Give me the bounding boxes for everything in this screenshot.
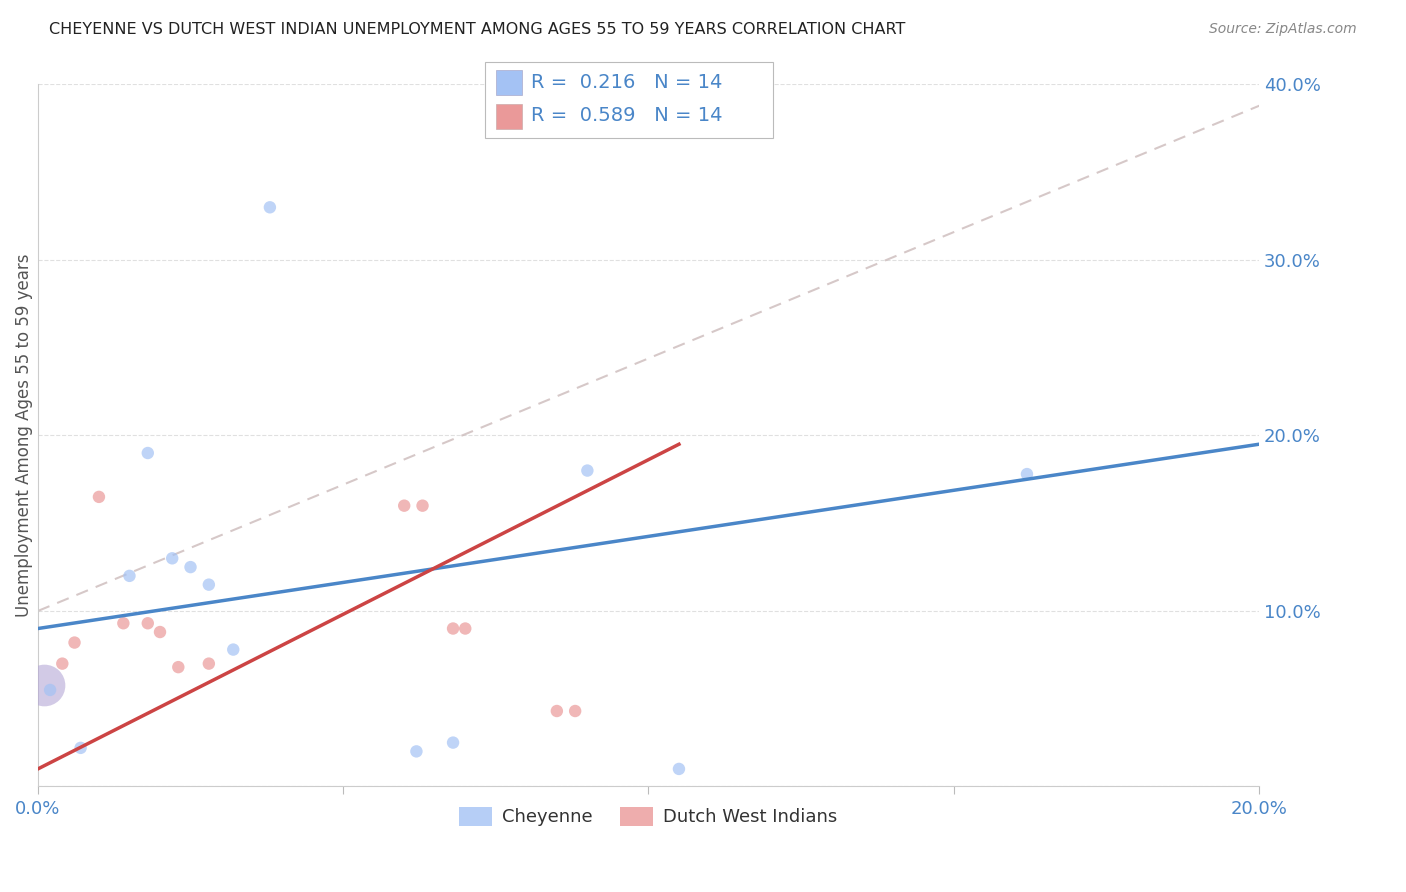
Point	[39, 682, 62, 697]
Point	[412, 499, 434, 513]
Point	[149, 625, 172, 640]
Point	[441, 622, 464, 636]
Point	[112, 616, 135, 631]
Point	[136, 616, 159, 631]
Y-axis label: Unemployment Among Ages 55 to 59 years: Unemployment Among Ages 55 to 59 years	[15, 253, 32, 617]
Point	[136, 446, 159, 460]
Point	[51, 657, 73, 671]
Point	[167, 660, 190, 674]
Text: R =  0.589   N = 14: R = 0.589 N = 14	[531, 106, 723, 125]
Point	[392, 499, 415, 513]
Point	[222, 642, 245, 657]
Point	[454, 622, 477, 636]
Text: Source: ZipAtlas.com: Source: ZipAtlas.com	[1209, 22, 1357, 37]
Point	[118, 569, 141, 583]
Point	[259, 200, 281, 214]
Point	[441, 736, 464, 750]
Text: R =  0.216   N = 14: R = 0.216 N = 14	[531, 73, 723, 92]
Point	[198, 577, 221, 591]
Point	[87, 490, 110, 504]
Point	[405, 744, 427, 758]
Point	[546, 704, 568, 718]
Point	[160, 551, 183, 566]
Point	[69, 740, 91, 755]
Point	[63, 635, 86, 649]
Point	[32, 678, 55, 692]
Text: CHEYENNE VS DUTCH WEST INDIAN UNEMPLOYMENT AMONG AGES 55 TO 59 YEARS CORRELATION: CHEYENNE VS DUTCH WEST INDIAN UNEMPLOYME…	[49, 22, 905, 37]
Legend: Cheyenne, Dutch West Indians: Cheyenne, Dutch West Indians	[451, 800, 845, 834]
Point	[1015, 467, 1038, 481]
Point	[668, 762, 690, 776]
Point	[564, 704, 586, 718]
Point	[576, 464, 599, 478]
Point	[180, 560, 202, 574]
Point	[198, 657, 221, 671]
